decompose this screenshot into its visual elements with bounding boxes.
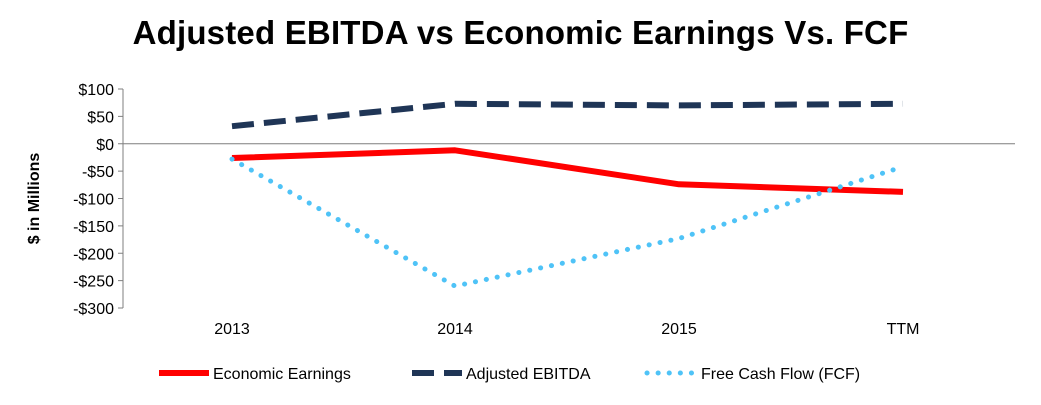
series-line-economic-earnings [231,147,904,195]
y-axis-title-group: $ in Millions [26,153,43,245]
legend: Economic Earnings Adjusted EBITDA Free Cas… [159,366,860,383]
x-tick-label: TTM [887,321,920,338]
legend-item: Free Cash Flow (FCF) [644,366,860,383]
legend-label: Free Cash Flow (FCF) [701,366,860,383]
legend-label: Economic Earnings [213,366,351,383]
x-tick-label: 2015 [661,321,697,338]
legend-item: Adjusted EBITDA [412,366,591,383]
y-tick-label: -$150 [73,219,114,236]
x-tick-label: 2013 [214,321,250,338]
y-tick-label: $0 [96,137,114,154]
y-tick-label: -$50 [82,164,114,181]
axes [122,89,1015,308]
y-tick-label: -$200 [73,246,114,263]
y-tick-label: $50 [87,109,114,126]
x-tick-label: 2014 [437,321,473,338]
legend-label: Adjusted EBITDA [466,366,591,383]
y-axis-ticks: $100 $50 $0 -$50 -$100 -$150 -$200 -$250 -$300 [73,82,123,318]
series-line-adjusted-ebitda [231,100,904,130]
y-tick-label: -$300 [73,301,114,318]
legend-item: Economic Earnings [159,366,351,383]
chart-title: Adjusted EBITDA vs Economic Earnings Vs.… [132,14,909,51]
x-axis-ticks: 2013 2014 2015 TTM [214,321,919,338]
y-tick-label: -$250 [73,274,114,291]
y-axis-title: $ in Millions [26,153,43,245]
series-line-free-cash-flow-fcf [229,156,906,289]
series-lines [229,100,906,289]
y-tick-label: $100 [78,82,114,99]
y-tick-label: -$100 [73,192,114,209]
